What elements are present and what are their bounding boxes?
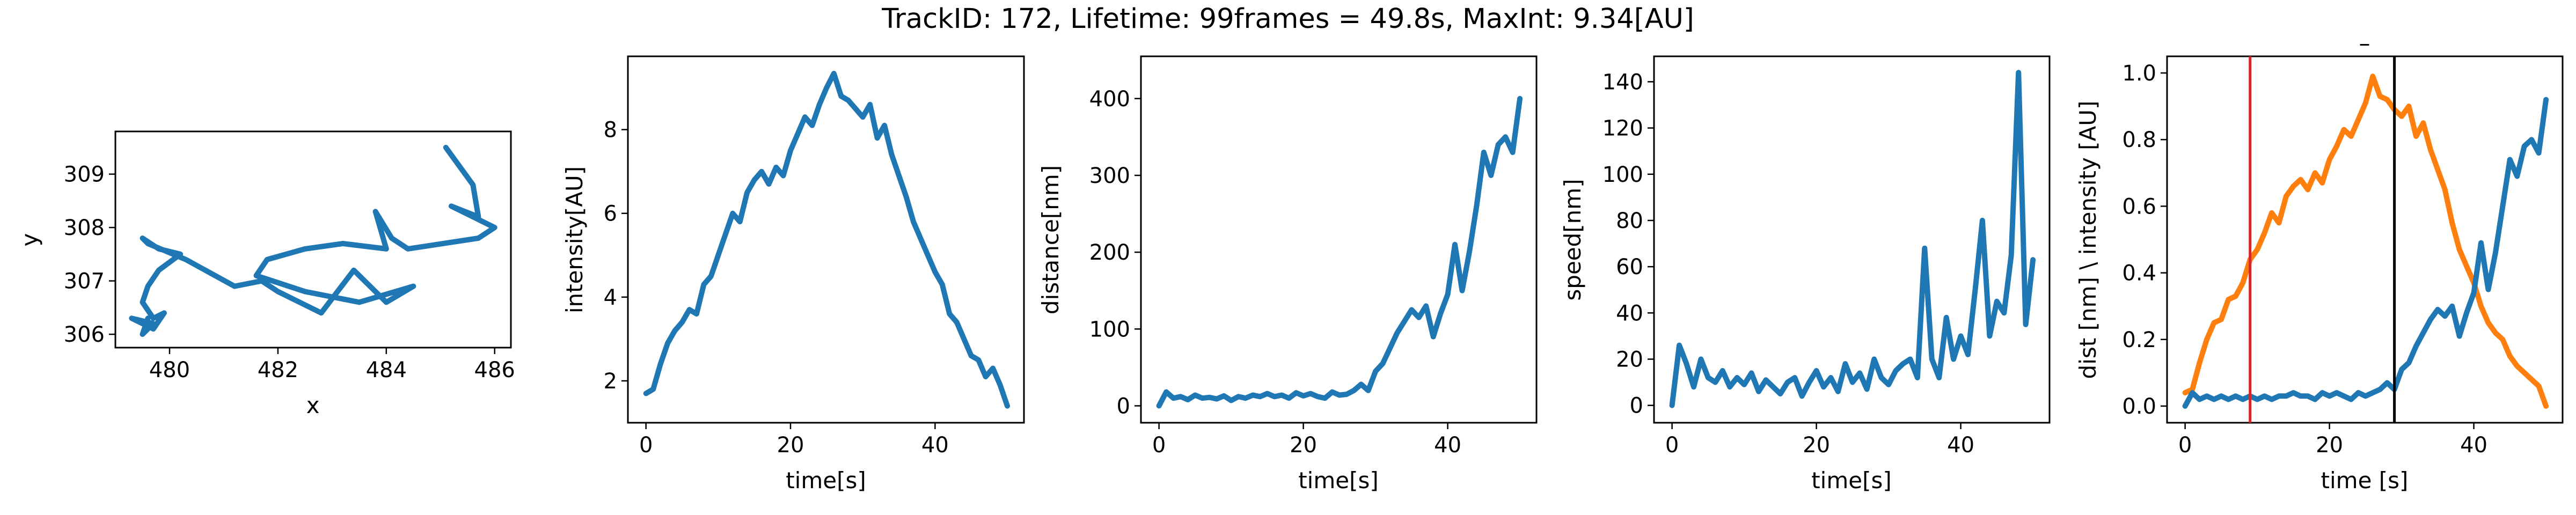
x-tick-label: 0 [639,433,653,458]
y-tick-label: 0 [1630,394,1643,418]
x-axis-label: time[s] [1298,467,1379,494]
y-axis-label: distance[nm] [1037,165,1064,314]
series-line [129,144,497,337]
y-tick-label: 307 [64,269,105,294]
tick-group: 480 482 484 486 306 307 308 309 [64,163,515,382]
y-tick-label: 0 [1117,394,1130,418]
y-tick-label: 120 [1602,116,1643,141]
panel-xy: 480 482 484 486 306 307 308 309 x y [17,130,515,418]
y-tick-label: 300 [1089,164,1130,188]
y-tick-label: 4 [604,285,617,310]
y-tick-label: 200 [1089,240,1130,265]
x-axis-label: time [s] [2321,467,2409,494]
series-line [2182,73,2549,409]
x-tick-label: 20 [777,433,804,458]
tick-group: 0 20 40 2 4 6 8 [604,118,949,458]
x-tick-label: 0 [1665,433,1679,458]
y-tick-label: 20 [1616,347,1643,372]
y-tick-label: 306 [64,322,105,347]
x-tick-label: 40 [2460,433,2487,458]
x-tick-label: 486 [474,358,515,382]
x-tick-label: 40 [1947,433,1974,458]
y-tick-label: 0.8 [2122,128,2156,152]
series-group [643,71,1010,409]
y-axis-label: intensity[AU] [561,166,588,313]
series-line [2182,97,2549,409]
x-tick-label: 20 [1290,433,1317,458]
y-tick-label: 6 [604,202,617,226]
plot-frame [627,55,1025,424]
x-tick-label: 480 [149,358,190,382]
y-tick-label: 0.0 [2122,394,2156,419]
figure-title: TrackID: 172, Lifetime: 99frames = 49.8s… [882,3,1694,35]
x-tick-label: 40 [921,433,949,458]
panel-title: – [2359,30,2370,56]
y-tick-label: 1.0 [2122,61,2156,86]
y-tick-label: 60 [1616,255,1643,279]
y-tick-label: 0.4 [2122,261,2156,286]
plot-frame [1140,55,1538,424]
panel-speed: 0 20 40 0 20 40 60 80 100 120 140 time[s] speed[nm… [1560,55,2051,494]
x-tick-label: 20 [1803,433,1830,458]
x-axis-label: x [306,392,320,418]
y-tick-label: 400 [1089,87,1130,112]
y-axis-label: dist [nm] \ intensity [AU] [2075,101,2101,379]
x-tick-label: 482 [258,358,298,382]
series-line [643,71,1010,409]
series-group [2182,56,2549,423]
plot-frame [1653,55,2051,424]
tick-group: 0 20 40 0 20 40 60 80 100 120 140 [1602,70,1974,458]
y-tick-label: 100 [1602,163,1643,187]
plot-frame [114,130,512,349]
y-tick-label: 2 [604,369,617,394]
y-tick-label: 0.6 [2122,194,2156,219]
y-tick-label: 140 [1602,70,1643,94]
y-tick-label: 40 [1616,301,1643,326]
x-axis-label: time[s] [1811,467,1892,494]
y-tick-label: 8 [604,118,617,143]
x-tick-label: 40 [1434,433,1461,458]
x-tick-label: 0 [1152,433,1166,458]
series-line [1156,95,1523,409]
x-tick-label: 20 [2316,433,2343,458]
y-axis-label: speed[nm] [1560,179,1586,300]
y-tick-label: 100 [1089,317,1130,342]
plot-frame [2166,55,2564,424]
x-axis-label: time[s] [786,467,866,494]
panel-intensity: 0 20 40 2 4 6 8 time[s] intensity[AU] [561,55,1025,494]
series-group [1669,70,2036,408]
y-tick-label: 0.2 [2122,328,2156,352]
panel-combined: 0 20 40 0.0 0.2 0.4 0.6 0.8 1.0 – time [s] dist … [2075,30,2564,494]
tick-group: 0 20 40 0.0 0.2 0.4 0.6 0.8 1.0 [2122,61,2487,458]
y-tick-label: 309 [64,163,105,187]
y-tick-label: 308 [64,216,105,240]
series-line [1669,70,2036,408]
series-group [1156,95,1523,409]
x-tick-label: 484 [366,358,407,382]
y-axis-label: y [17,233,43,247]
series-group [129,144,497,337]
y-tick-label: 80 [1616,209,1643,233]
x-tick-label: 0 [2178,433,2192,458]
